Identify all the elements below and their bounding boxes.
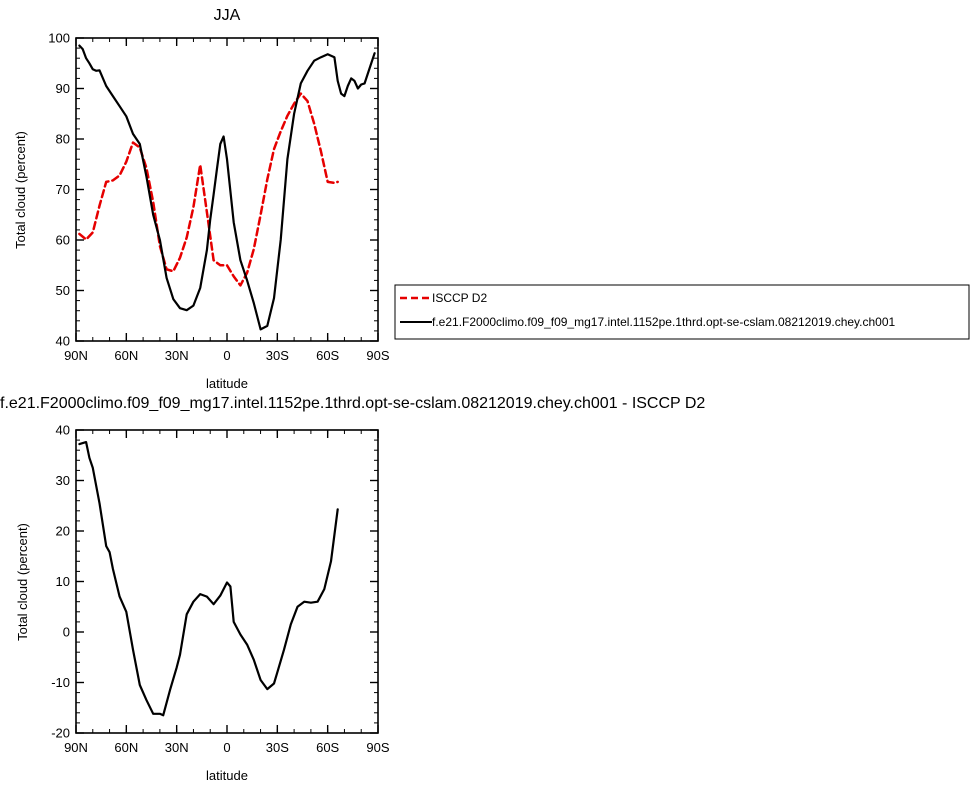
top-y-tick-label: 100 (48, 31, 70, 46)
top-y-axis-title: Total cloud (percent) (13, 131, 28, 249)
top-x-tick-label: 90N (64, 348, 88, 363)
bottom-series-line-0 (78, 441, 339, 717)
bottom-panel: f.e21.F2000climo.f09_f09_mg17.intel.1152… (0, 395, 705, 783)
top-x-axis-title: latitude (206, 376, 248, 391)
top-series-line-0 (78, 92, 339, 287)
top-y-tick-label: 70 (56, 182, 70, 197)
bottom-series-group (78, 441, 339, 717)
legend-box (394, 284, 970, 340)
top-plot-frame (75, 37, 379, 342)
legend-label-isccp: ISCCP D2 (432, 291, 487, 305)
bottom-y-tick-label: 40 (56, 423, 70, 438)
top-y-tick-label: 80 (56, 132, 70, 147)
bottom-y-tick-label: 30 (56, 473, 70, 488)
bottom-x-tick-label: 0 (223, 740, 230, 755)
legend: ISCCP D2 f.e21.F2000climo.f09_f09_mg17.i… (394, 284, 970, 340)
top-y-tick-label: 50 (56, 283, 70, 298)
top-y-tick-label: 40 (56, 334, 70, 349)
bottom-x-axis-title: latitude (206, 768, 248, 783)
top-y-tick-label: 60 (56, 233, 70, 248)
top-x-tick-label: 30N (165, 348, 189, 363)
top-x-tick-label: 90S (366, 348, 389, 363)
top-y-tick-label: 90 (56, 81, 70, 96)
top-panel-title: JJA (214, 7, 241, 24)
top-x-tick-label: 0 (223, 348, 230, 363)
legend-label-model: f.e21.F2000climo.f09_f09_mg17.intel.1152… (432, 315, 896, 329)
top-x-tick-label: 30S (266, 348, 289, 363)
top-x-tick-label: 60N (114, 348, 138, 363)
bottom-x-tick-label: 90S (366, 740, 389, 755)
bottom-ticks: 90N 60N 30N 0 30S 60S 90S -20 -10 0 10 20 30 40 (51, 423, 390, 756)
top-series-group (78, 44, 376, 331)
bottom-x-tick-label: 60S (316, 740, 339, 755)
top-series-line-1 (78, 44, 376, 331)
bottom-x-tick-label: 60N (114, 740, 138, 755)
top-panel: JJA 90N 60N 30N 0 30S 60S 90S 40 50 60 70 80 90 100 l… (13, 7, 390, 391)
bottom-y-tick-label: 0 (63, 625, 70, 640)
bottom-y-tick-label: 20 (56, 524, 70, 539)
bottom-x-tick-label: 30S (266, 740, 289, 755)
bottom-x-tick-label: 30N (165, 740, 189, 755)
bottom-y-axis-title: Total cloud (percent) (15, 523, 30, 641)
bottom-y-tick-label: 10 (56, 574, 70, 589)
top-x-tick-label: 60S (316, 348, 339, 363)
bottom-panel-title: f.e21.F2000climo.f09_f09_mg17.intel.1152… (0, 395, 705, 412)
bottom-y-tick-label: -10 (51, 675, 70, 690)
bottom-y-tick-label: -20 (51, 726, 70, 741)
bottom-x-tick-label: 90N (64, 740, 88, 755)
top-ticks: 90N 60N 30N 0 30S 60S 90S 40 50 60 70 80 90 100 (48, 31, 390, 364)
